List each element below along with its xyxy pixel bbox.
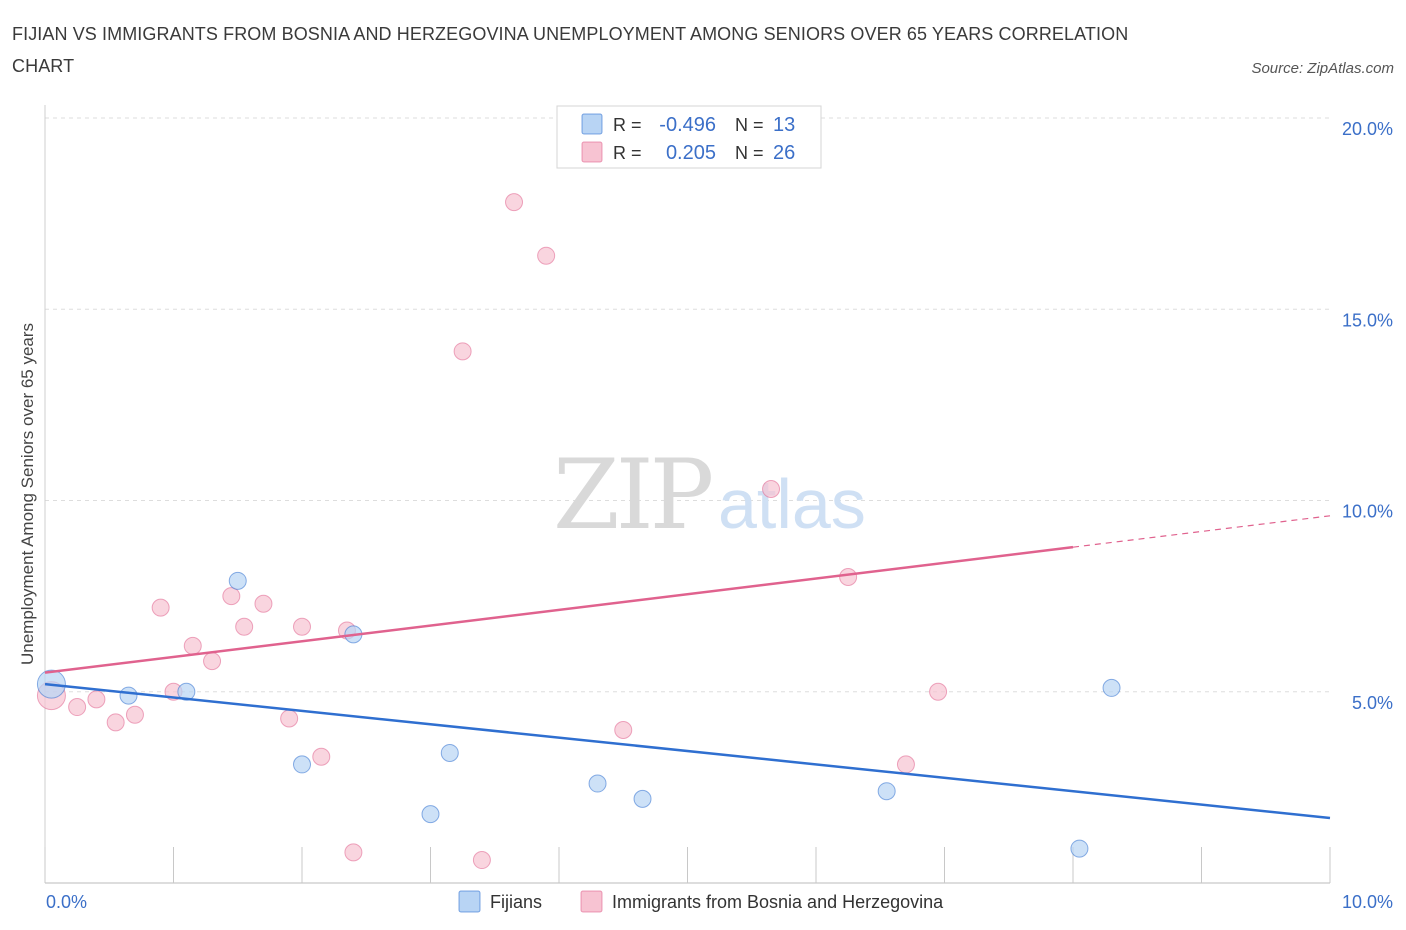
bosnian-point xyxy=(762,480,781,499)
bosnian-point xyxy=(235,617,254,636)
bosnian-point xyxy=(125,705,144,724)
stats-r-value: 0.205 xyxy=(666,142,716,164)
bosnian-point xyxy=(68,698,87,717)
stats-n-value: 13 xyxy=(773,114,795,136)
bosnian-trend-line-extension xyxy=(1072,515,1331,548)
bosnian-point xyxy=(293,617,311,636)
bosnian-point xyxy=(839,568,858,586)
bosnian-point xyxy=(203,652,222,671)
bosnian-point xyxy=(453,342,472,361)
stats-n-value: 26 xyxy=(773,142,795,164)
source-credit: Source: ZipAtlas.com xyxy=(1251,60,1394,77)
bosnian-point xyxy=(896,755,915,774)
y-tick-label: 15.0% xyxy=(1342,310,1393,330)
bosnian-point xyxy=(280,709,299,728)
legend-label: Fijians xyxy=(490,892,542,912)
bosnian-point xyxy=(505,193,524,212)
fijian-point xyxy=(421,805,440,824)
fijian-point xyxy=(119,686,138,705)
stats-r-label: R = xyxy=(613,143,642,163)
bosnian-point xyxy=(344,843,363,862)
x-tick-label-min: 0.0% xyxy=(46,892,87,912)
fijian-point xyxy=(177,682,196,701)
chart-title: FIJIAN VS IMMIGRANTS FROM BOSNIA AND HER… xyxy=(12,24,1129,76)
bosnian-point xyxy=(183,636,202,655)
bosnian-point xyxy=(87,690,106,709)
fijian-point xyxy=(1102,678,1121,697)
y-tick-label: 5.0% xyxy=(1352,693,1393,713)
bosnian-point xyxy=(254,594,273,613)
stats-n-label: N = xyxy=(735,143,764,163)
bosnian-point xyxy=(151,598,170,617)
y-tick-label: 20.0% xyxy=(1342,119,1393,139)
stats-r-value: -0.496 xyxy=(659,114,716,136)
fijian-point xyxy=(877,782,896,801)
bosnian-point xyxy=(537,246,556,265)
fijian-point xyxy=(1070,839,1089,858)
fijian-point xyxy=(633,789,652,808)
bosnian-trend-line xyxy=(44,545,1074,674)
bosnian-point xyxy=(614,721,633,739)
watermark-zip: ZIP xyxy=(553,439,712,551)
legend-swatch xyxy=(580,890,603,913)
y-tick-label: 10.0% xyxy=(1342,502,1393,522)
watermark-atlas: atlas xyxy=(718,465,866,543)
bosnian-point xyxy=(472,851,491,870)
fijian-trend-line xyxy=(44,682,1331,820)
x-tick-label-max: 10.0% xyxy=(1342,892,1393,912)
fijian-point xyxy=(440,743,459,762)
stats-n-label: N = xyxy=(735,115,764,135)
stats-r-label: R = xyxy=(613,115,642,135)
fijian-point xyxy=(228,571,247,590)
fijian-point xyxy=(293,755,311,774)
legend-label: Immigrants from Bosnia and Herzegovina xyxy=(612,892,944,912)
bosnian-point xyxy=(222,587,241,606)
stats-swatch xyxy=(581,113,603,135)
bosnian-point xyxy=(312,747,331,766)
stats-swatch xyxy=(581,141,603,163)
bosnian-point xyxy=(106,713,125,732)
bosnian-point xyxy=(929,682,948,701)
legend-swatch xyxy=(458,890,481,913)
fijian-point xyxy=(588,774,607,793)
